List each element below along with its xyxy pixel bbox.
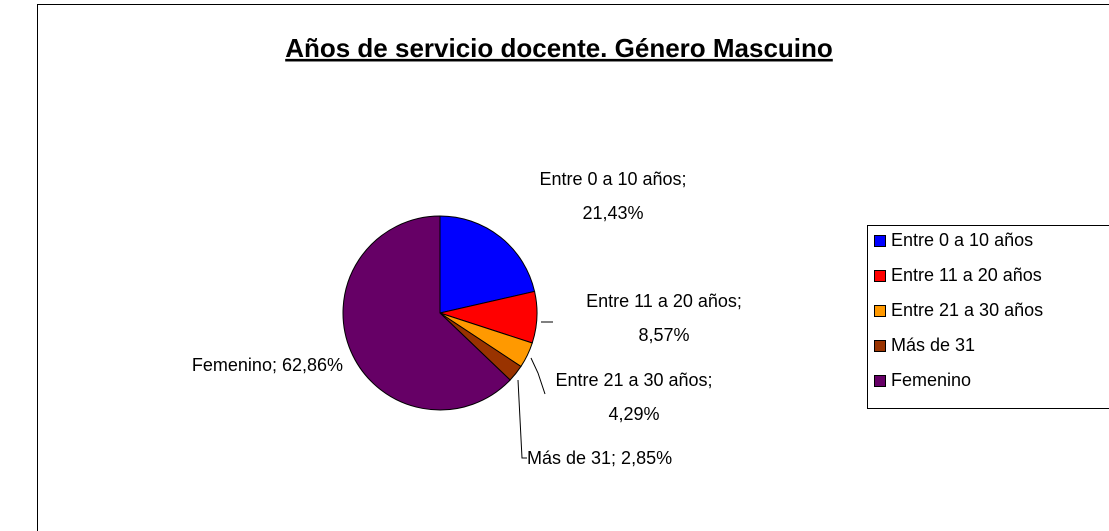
data-label-line: 8,57% bbox=[638, 325, 689, 345]
data-label: Femenino; 62,86% bbox=[192, 355, 343, 375]
legend-label: Entre 21 a 30 años bbox=[891, 300, 1043, 320]
chart-title: Años de servicio docente. Género Mascuin… bbox=[285, 33, 833, 63]
data-label-line: 21,43% bbox=[582, 203, 643, 223]
data-label-line: Entre 21 a 30 años; bbox=[555, 370, 712, 390]
legend-swatch bbox=[874, 340, 886, 352]
pie-slice bbox=[439, 215, 536, 314]
legend-label: Entre 11 a 20 años bbox=[891, 265, 1042, 285]
data-label-line: Entre 11 a 20 años; bbox=[586, 291, 742, 311]
data-label: Más de 31; 2,85% bbox=[527, 448, 672, 468]
legend-swatch bbox=[874, 375, 886, 387]
legend-label: Más de 31 bbox=[891, 335, 975, 355]
legend-label: Femenino bbox=[891, 370, 971, 390]
legend-box bbox=[867, 225, 1109, 409]
data-label-line: 4,29% bbox=[608, 404, 659, 424]
legend-swatch bbox=[874, 235, 886, 247]
legend-label: Entre 0 a 10 años bbox=[891, 230, 1033, 250]
legend-swatch bbox=[874, 305, 886, 317]
leader-lines bbox=[517, 321, 553, 459]
legend-swatch bbox=[874, 270, 886, 282]
data-label-line: Entre 0 a 10 años; bbox=[539, 169, 686, 189]
data-label: Entre 11 a 20 años; 8,57% bbox=[586, 291, 742, 345]
pie-slice bbox=[342, 215, 511, 411]
data-label: Entre 0 a 10 años; 21,43% bbox=[539, 169, 686, 223]
data-label: Entre 21 a 30 años; 4,29% bbox=[555, 370, 712, 424]
